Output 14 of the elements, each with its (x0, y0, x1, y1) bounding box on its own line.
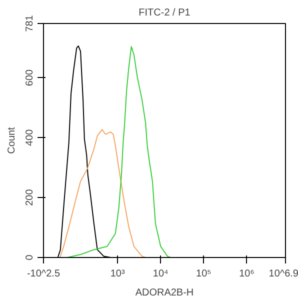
x-axis-title: ADORA2B-H (135, 288, 194, 298)
y-tick-label: 600 (24, 68, 36, 86)
x-tick-label: 10⁴ (152, 268, 168, 280)
y-tick-label: 400 (24, 128, 36, 146)
x-tick-label: 10³ (110, 268, 126, 280)
x-tick-label: -10^2.5 (26, 268, 60, 280)
y-axis-title: Count (6, 126, 18, 154)
x-tick-label: 10⁶ (239, 268, 254, 280)
x-tick-label: 10⁵ (196, 268, 212, 280)
y-tick-label: 0 (24, 254, 36, 260)
y-tick-label: 200 (24, 188, 36, 206)
x-tick-label: 10^6.9 (268, 268, 298, 280)
y-tick-label: 781 (24, 14, 36, 32)
chart-title: FITC-2 / P1 (138, 8, 191, 18)
